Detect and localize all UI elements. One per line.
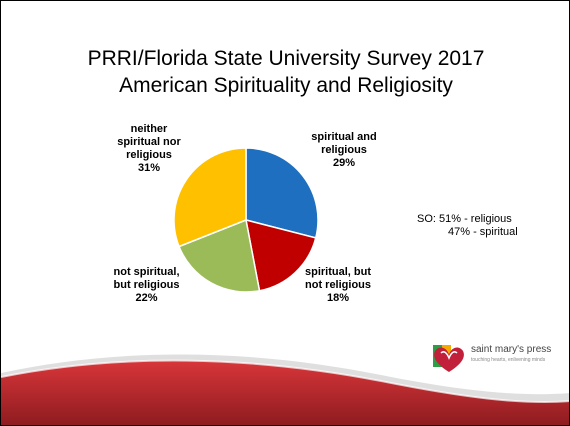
slice-label-line: not religious — [305, 279, 371, 291]
title-line-1: PRRI/Florida State University Survey 201… — [87, 47, 485, 70]
so-note: SO: 51% - religious 47% - spiritual — [417, 213, 518, 239]
so-note-line-1: SO: 51% - religious — [417, 213, 512, 225]
title-line-2: American Spirituality and Religiosity — [119, 74, 453, 97]
slice-label-line: but religious — [113, 279, 180, 291]
logo-text: saint mary's press — [471, 344, 552, 355]
slice-percent: 29% — [332, 157, 356, 169]
slice-label-line: religious — [321, 144, 367, 156]
pie-slice-0 — [245, 147, 319, 239]
slice-percent: 31% — [137, 162, 161, 174]
slice-label-line: spiritual nor — [117, 136, 181, 148]
slide-title: PRRI/Florida State University Survey 201… — [1, 45, 569, 99]
saint-marys-press-logo: saint mary's press touching hearts, enli… — [431, 341, 551, 375]
pie-slice-2 — [178, 218, 261, 293]
pie-slice-1 — [245, 218, 317, 292]
slice-label-line: religious — [126, 149, 172, 161]
so-note-line-2: 47% - spiritual — [448, 226, 518, 238]
slice-percent: 18% — [326, 292, 350, 304]
slice-label-spiritual-religious: spiritual and religious 29% — [299, 131, 389, 170]
slice-label-not-spiritual-religious: not spiritual, but religious 22% — [99, 266, 194, 305]
slice-label-line: not spiritual, — [113, 266, 180, 278]
logo-icon — [433, 345, 464, 372]
pie-slice-3 — [173, 147, 247, 248]
slice-label-spiritual-not-religious: spiritual, but not religious 18% — [293, 266, 383, 305]
slice-label-line: spiritual, but — [305, 266, 371, 278]
slice-label-line: spiritual and — [311, 131, 377, 143]
slice-label-neither: neither spiritual nor religious 31% — [109, 123, 189, 175]
logo-tagline: touching hearts, enlivening minds — [471, 357, 546, 363]
slice-percent: 22% — [135, 292, 158, 304]
slice-label-line: neither — [130, 123, 168, 135]
